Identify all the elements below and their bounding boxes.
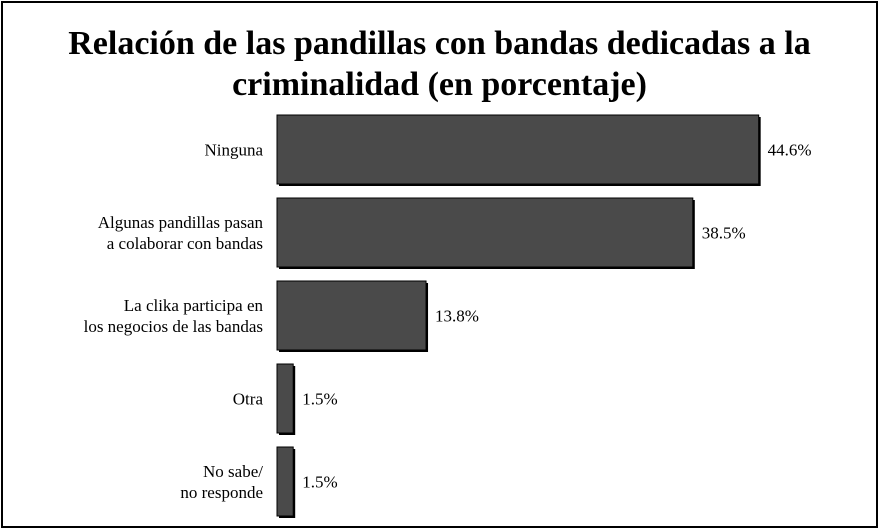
chart-title: Relación de las pandillas con bandas ded… xyxy=(3,23,876,105)
value-label: 1.5% xyxy=(302,473,337,492)
category-label: Ninguna xyxy=(204,141,263,160)
value-label: 13.8% xyxy=(435,307,479,326)
chart-title-line-1: Relación de las pandillas con bandas ded… xyxy=(68,25,811,62)
value-label: 1.5% xyxy=(302,390,337,409)
bar xyxy=(276,114,760,185)
category-label: No sabe/ xyxy=(203,462,263,481)
category-label: a colaborar con bandas xyxy=(107,234,263,253)
category-label: La clika participa en xyxy=(124,296,264,315)
chart-title-line-2: criminalidad (en porcentaje) xyxy=(232,66,647,103)
bar-chart-plot: 44.6% Ninguna 38.5% Algunas pandillas pasan… xyxy=(84,114,812,518)
category-label: los negocios de las bandas xyxy=(84,317,263,336)
category-label: Algunas pandillas pasan xyxy=(98,213,264,232)
bar xyxy=(276,446,294,517)
bar xyxy=(276,197,694,268)
bar xyxy=(276,280,427,351)
category-label: no responde xyxy=(180,483,263,502)
value-label: 38.5% xyxy=(702,224,746,243)
value-label: 44.6% xyxy=(768,141,812,160)
category-label: Otra xyxy=(233,390,264,409)
bar xyxy=(276,363,294,434)
